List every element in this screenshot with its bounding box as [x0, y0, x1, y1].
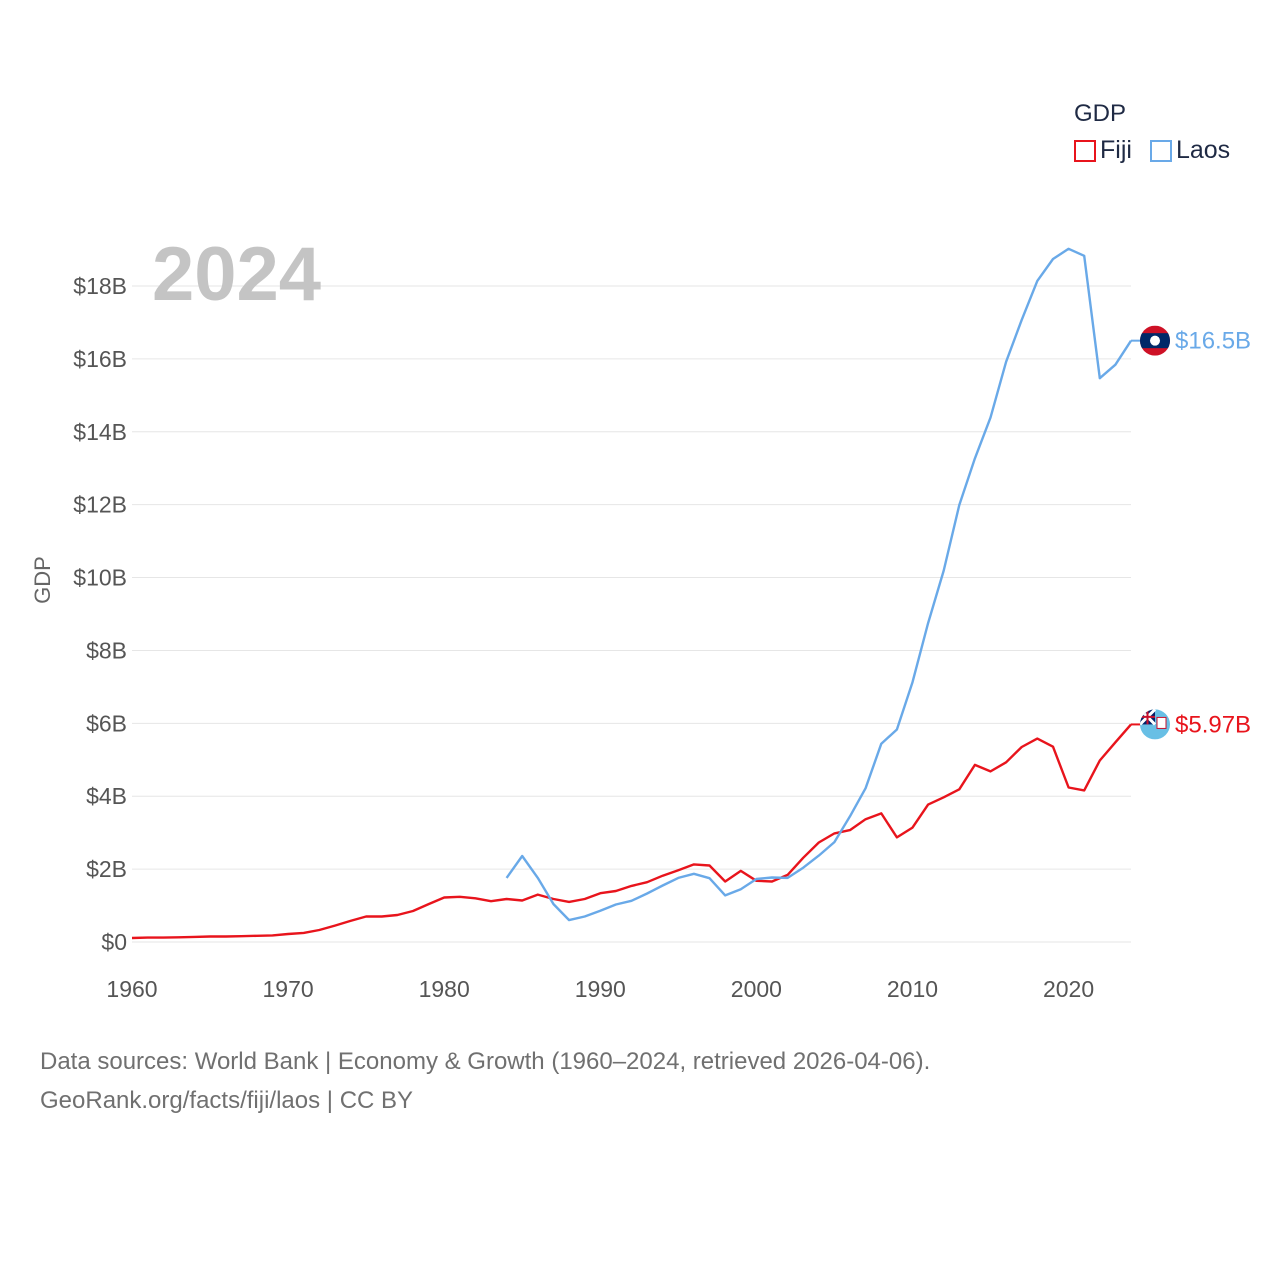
x-tick-label: 1990	[575, 976, 626, 1002]
legend-item-fiji[interactable]: Fiji	[1074, 136, 1132, 165]
data-source-text: Data sources: World Bank | Economy & Gro…	[40, 1048, 931, 1075]
gridlines	[132, 285, 1131, 943]
x-tick-label: 2020	[1043, 976, 1094, 1002]
laos-flag-icon	[1140, 325, 1170, 356]
y-tick-label: $14B	[73, 419, 127, 445]
y-axis-ticks: $0 $2B $4B $6B $8B $10B $12B $14B $16B $18B	[73, 273, 127, 955]
end-label-laos: $16.5B	[1175, 328, 1251, 355]
laos-swatch-icon	[1149, 139, 1172, 162]
series-line-laos	[505, 247, 1133, 922]
source-link[interactable]: GeoRank.org/facts/fiji/laos | CC BY	[40, 1087, 414, 1114]
x-tick-label: 2010	[887, 976, 938, 1002]
y-tick-label: $16B	[73, 346, 127, 372]
x-axis-ticks: 1960 1970 1980 1990 2000 2010 2020	[106, 976, 1094, 1002]
legend-title: GDP	[1074, 100, 1127, 127]
y-tick-label: $6B	[86, 710, 127, 736]
y-tick-label: $18B	[73, 273, 127, 299]
x-tick-label: 2000	[731, 976, 782, 1002]
y-axis-label: GDP	[30, 556, 55, 604]
y-tick-label: $0	[101, 929, 127, 955]
x-tick-label: 1980	[419, 976, 470, 1002]
legend-label-fiji: Fiji	[1100, 136, 1132, 164]
y-tick-label: $10B	[73, 565, 127, 591]
end-label-fiji: $5.97B	[1175, 711, 1251, 738]
footer: Data sources: World Bank | Economy & Gro…	[40, 1042, 930, 1120]
year-label: 2024	[152, 232, 321, 317]
series-line-fiji	[131, 723, 1132, 940]
fiji-flag-icon	[1140, 709, 1170, 740]
y-tick-label: $8B	[86, 637, 127, 663]
y-tick-label: $2B	[86, 856, 127, 882]
legend-item-laos[interactable]: Laos	[1149, 136, 1231, 165]
legend: GDP Fiji Laos	[1074, 100, 1230, 165]
end-markers: $5.97B $16.5B	[1131, 325, 1251, 740]
legend-label-laos: Laos	[1175, 136, 1231, 164]
y-tick-label: $4B	[86, 783, 127, 809]
y-tick-label: $12B	[73, 492, 127, 518]
fiji-swatch-icon	[1074, 139, 1096, 162]
series-lines	[131, 247, 1133, 940]
x-tick-label: 1970	[263, 976, 314, 1002]
x-tick-label: 1960	[106, 976, 157, 1002]
